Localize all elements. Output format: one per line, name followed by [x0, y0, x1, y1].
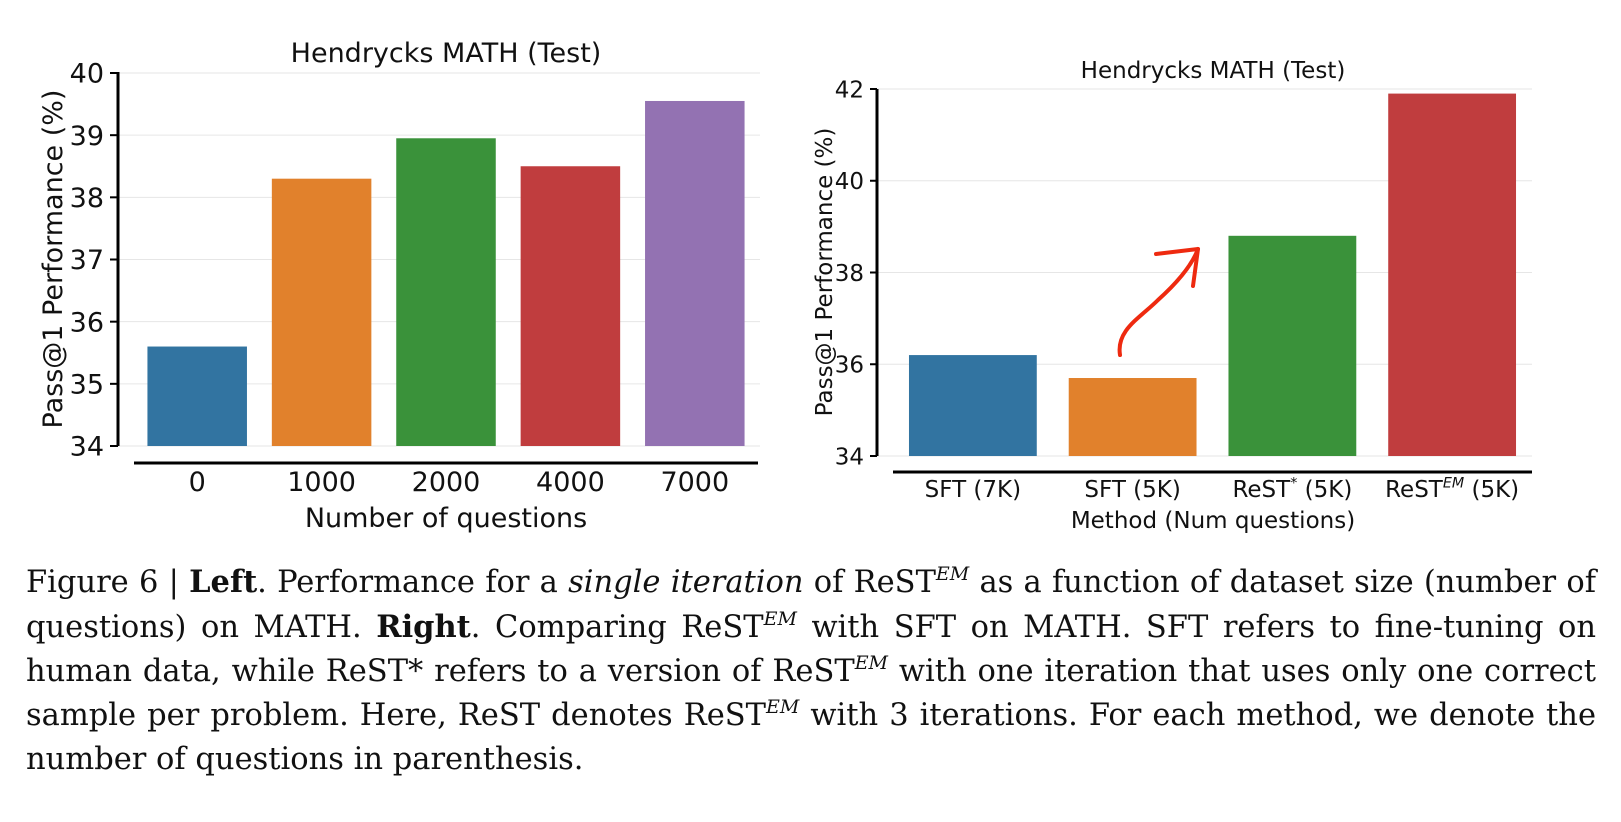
bar	[1228, 235, 1357, 456]
figure-caption: Figure 6 | Left. Performance for a singl…	[26, 560, 1596, 782]
y-tick-label: 35	[70, 370, 104, 401]
right-x-axis-label: Method (Num questions)	[1071, 508, 1355, 534]
bar	[1068, 378, 1197, 456]
left-x-axis-label: Number of questions	[305, 503, 587, 534]
caption-text: with SFT on MATH. SFT refers to fine-tun…	[26, 610, 1597, 689]
caption-text: . Performance for a	[257, 565, 569, 600]
caption-superscript: EM	[854, 652, 889, 674]
left-chart: 34 35 36 37 38 39 40 0 1000 2000 4000 7000 Hendryc…	[0, 0, 780, 545]
hand-drawn-arrow	[1117, 247, 1200, 357]
y-tick-label: 38	[70, 183, 104, 214]
left-y-axis-label: Pass@1 Performance (%)	[38, 90, 69, 429]
bar	[1388, 93, 1517, 457]
y-tick-label: 38	[835, 261, 864, 287]
x-tick-label: 2000	[412, 467, 481, 498]
arrow-stroke	[1117, 247, 1200, 357]
caption-figure-number: Figure 6 |	[26, 565, 190, 600]
x-tick-label: SFT (5K)	[1084, 477, 1180, 503]
caption-text: . Comparing ReST	[470, 610, 764, 645]
x-tick-label: SFT (7K)	[925, 477, 1021, 503]
y-tick-label: 37	[70, 245, 104, 276]
right-y-ticks: 34 36 38 40 42	[835, 77, 877, 470]
x-tick-label: 0	[189, 467, 206, 498]
right-bars	[908, 93, 1517, 457]
x-tick-label: ReSTEM (5K)	[1385, 475, 1519, 503]
caption-text: with 3 iterations. For each method, we d…	[26, 698, 1597, 777]
x-tick-label: 4000	[536, 467, 605, 498]
arrow-head	[1154, 247, 1200, 288]
y-tick-label: 36	[835, 353, 864, 379]
bar	[271, 178, 372, 446]
caption-text: of ReST	[803, 565, 936, 600]
left-bars	[147, 100, 745, 446]
left-x-ticks: 0 1000 2000 4000 7000	[189, 467, 730, 498]
caption-text: with one iteration that uses only one co…	[26, 654, 1596, 733]
bar	[645, 100, 745, 446]
x-tick-label: ReST* (5K)	[1232, 475, 1352, 503]
right-chart: 34 36 38 40 42 SFT (7K) SFT (5K) ReST* (5K) ReS…	[780, 0, 1600, 545]
bar	[396, 138, 496, 446]
x-tick-label: 1000	[287, 467, 356, 498]
y-tick-label: 36	[70, 307, 104, 338]
caption-left-label: Left	[189, 564, 258, 600]
y-tick-label: 34	[835, 444, 864, 470]
y-tick-label: 40	[835, 169, 864, 195]
caption-superscript: EM	[766, 696, 800, 718]
caption-right-label: Right	[376, 609, 471, 645]
right-chart-title: Hendrycks MATH (Test)	[1081, 58, 1346, 84]
bar	[147, 346, 247, 446]
bar	[520, 166, 621, 446]
caption-emphasis: single iteration	[568, 565, 804, 600]
caption-text: as a function of dataset size (number of…	[26, 565, 1596, 645]
y-tick-label: 39	[70, 121, 104, 152]
right-chart-svg: 34 36 38 40 42 SFT (7K) SFT (5K) ReST* (5K) ReS…	[812, 58, 1532, 534]
right-x-ticks: SFT (7K) SFT (5K) ReST* (5K) ReSTEM (5K)	[925, 475, 1520, 503]
left-chart-svg: 34 35 36 37 38 39 40 0 1000 2000 4000 7000 Hendryc…	[38, 38, 760, 534]
x-tick-label: 7000	[660, 467, 729, 498]
caption-superscript: EM	[763, 608, 797, 630]
caption-superscript: EM	[935, 563, 970, 585]
y-tick-label: 40	[70, 59, 104, 90]
bar	[908, 355, 1037, 456]
right-y-axis-label: Pass@1 Performance (%)	[812, 128, 838, 417]
left-chart-title: Hendrycks MATH (Test)	[291, 38, 602, 69]
y-tick-label: 42	[835, 77, 864, 103]
y-tick-label: 34	[70, 432, 104, 463]
left-y-ticks: 34 35 36 37 38 39 40	[70, 59, 118, 463]
